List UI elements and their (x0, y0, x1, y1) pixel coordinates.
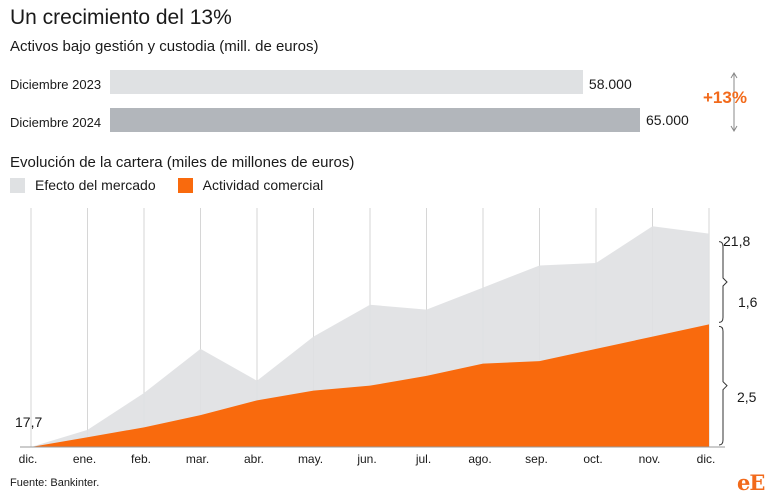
bar-label-2024: Diciembre 2024 (10, 115, 102, 130)
source-note: Fuente: Bankinter. (10, 477, 100, 489)
area-subtitle: Evolución de la cartera (miles de millon… (10, 154, 355, 171)
x-tick-label-6: jun. (356, 452, 376, 466)
x-tick-label-2: feb. (131, 452, 151, 466)
chart-title: Un crecimiento del 13% (10, 6, 232, 29)
bracket-market-effect (718, 241, 728, 323)
x-tick-label-0: dic. (19, 452, 38, 466)
bars-subtitle: Activos bajo gestión y custodia (mill. d… (10, 38, 319, 55)
legend-swatch-commercial (177, 177, 193, 193)
bar-2024 (110, 108, 640, 132)
x-tick-label-1: ene. (73, 452, 96, 466)
x-tick-label-7: jul. (415, 452, 431, 466)
label-end-value: 21,8 (723, 233, 750, 249)
x-tick-label-12: dic. (697, 452, 716, 466)
x-tick-label-11: nov. (639, 452, 661, 466)
bar-value-2023: 58.000 (588, 76, 632, 92)
x-tick-label-9: sep. (525, 452, 548, 466)
x-tick-label-8: ago. (468, 452, 491, 466)
bar-label-2023: Diciembre 2023 (10, 77, 102, 92)
area-commercial-activity (31, 324, 709, 447)
bracket-commercial-activity (718, 325, 728, 446)
publisher-logo: eE (737, 470, 765, 495)
bar-2023 (110, 70, 583, 94)
x-tick-label-3: mar. (186, 452, 209, 466)
legend-swatch-market (10, 177, 25, 193)
legend: Efecto del mercado Actividad comercial (10, 177, 345, 193)
x-tick-label-5: may. (298, 452, 323, 466)
label-commercial-activity: 2,5 (737, 389, 757, 405)
bar-value-2024: 65.000 (646, 112, 689, 128)
legend-label-market: Efecto del mercado (35, 177, 156, 193)
growth-delta: +13% (703, 88, 747, 107)
label-start-value: 17,7 (15, 414, 42, 430)
label-market-effect: 1,6 (738, 294, 758, 310)
x-tick-label-4: abr. (244, 452, 264, 466)
x-tick-label-10: oct. (583, 452, 602, 466)
legend-label-commercial: Actividad comercial (202, 177, 324, 193)
